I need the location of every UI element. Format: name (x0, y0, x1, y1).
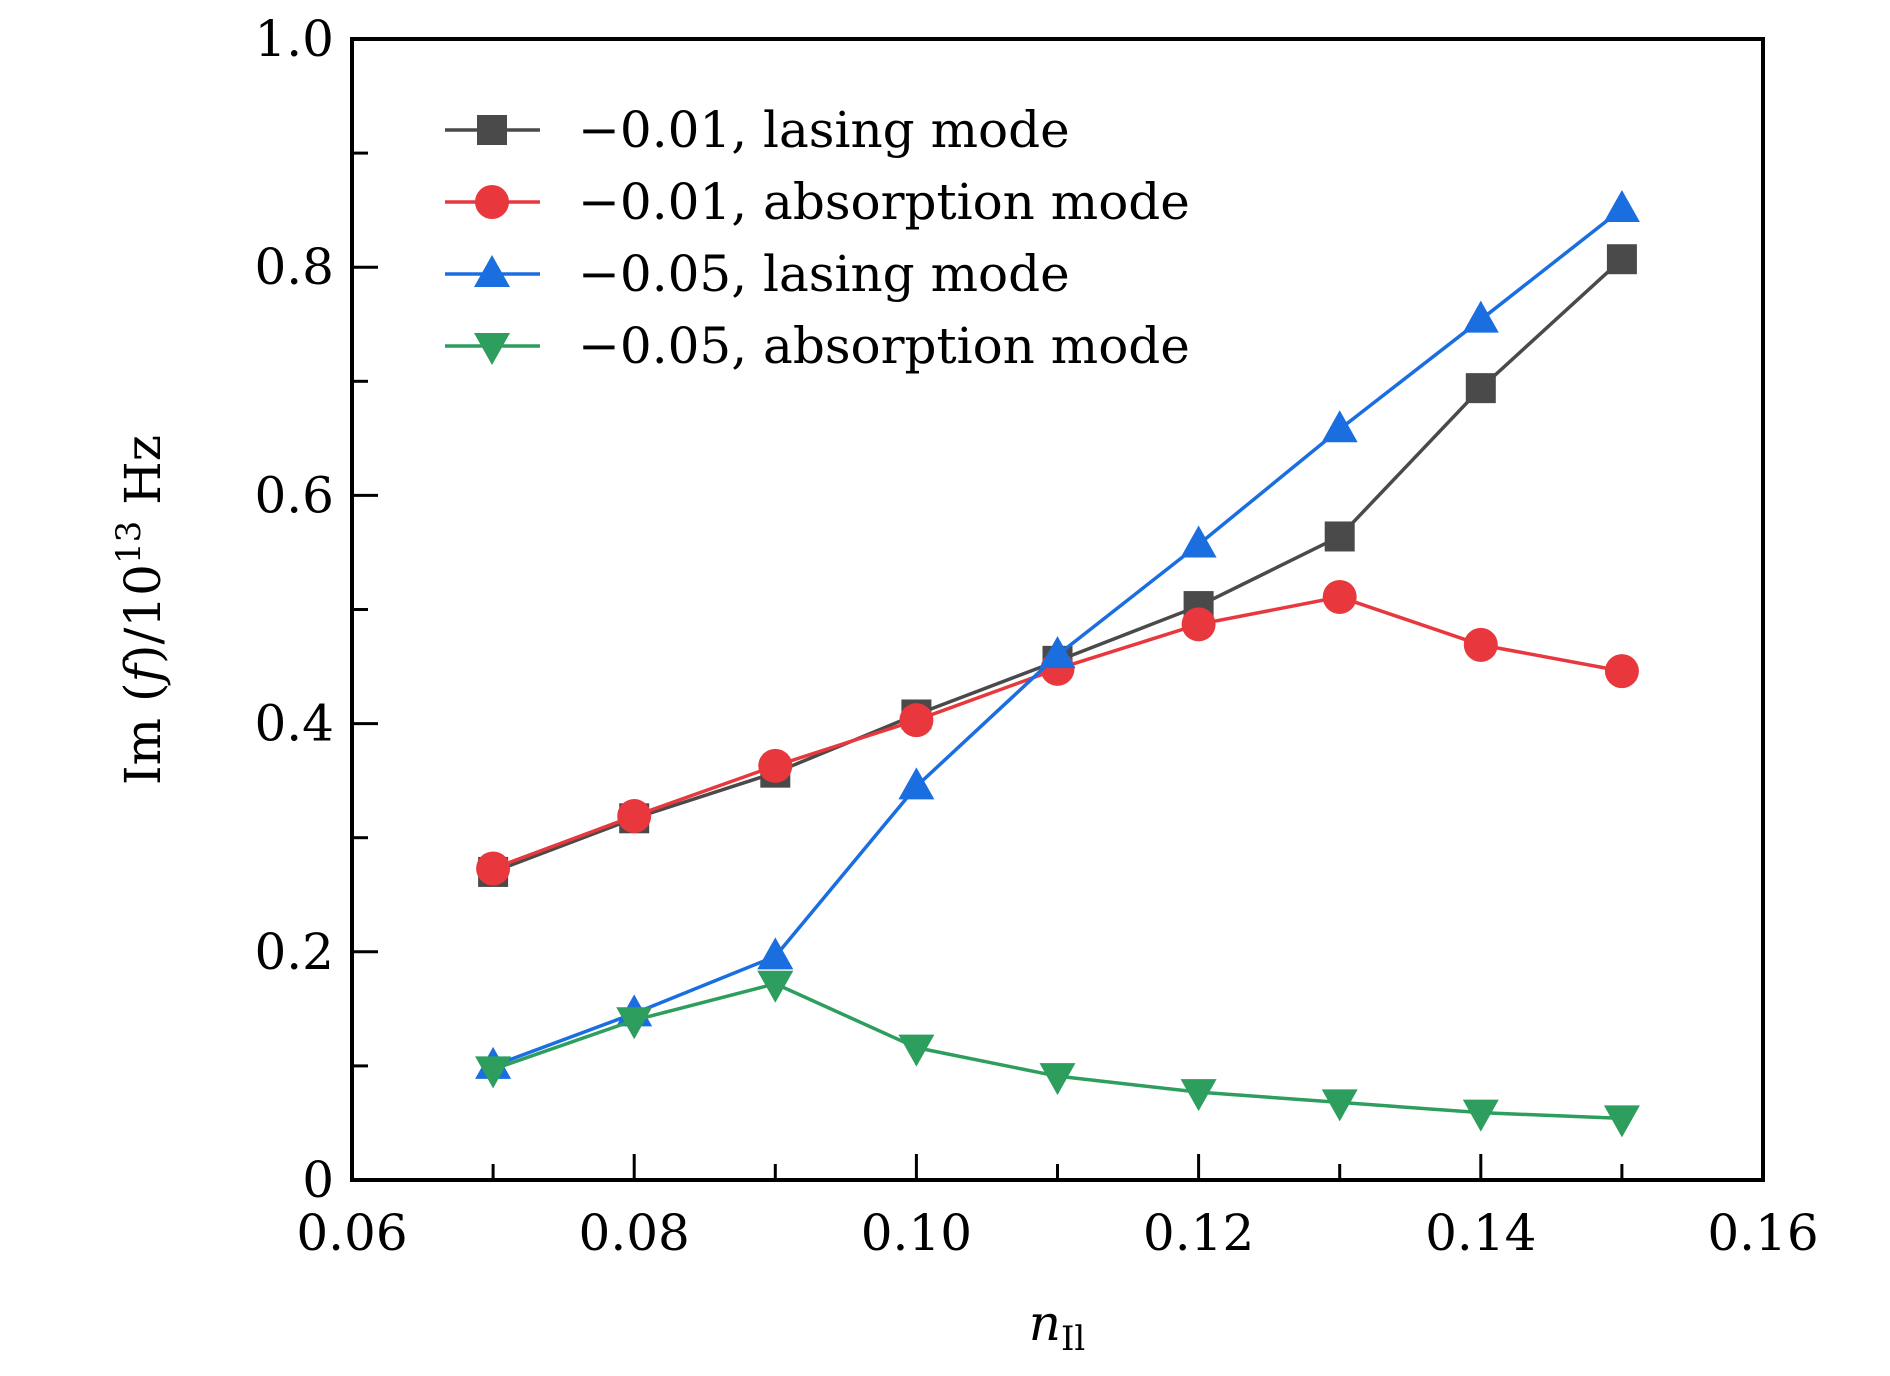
x-label-sub: Il (1061, 1319, 1085, 1359)
y-label-suffix: Hz (114, 435, 172, 521)
y-tick-label: 0 (302, 1151, 334, 1209)
data-point (1603, 190, 1640, 223)
x-tick-label: 0.06 (296, 1204, 407, 1262)
data-point (475, 1056, 512, 1089)
data-point (1606, 244, 1637, 275)
y-tick-label: 0.8 (254, 238, 334, 296)
y-tick-label: 0.4 (254, 695, 334, 753)
series-2 (476, 579, 1639, 886)
data-point (1604, 654, 1639, 689)
legend-entry: −0.01, lasing mode (445, 101, 1070, 159)
legend: −0.01, lasing mode −0.01, absorption mode… (445, 101, 1190, 375)
legend-marker (474, 255, 510, 287)
data-point (617, 799, 652, 834)
data-point (616, 1007, 653, 1040)
legend-label: −0.01, lasing mode (578, 101, 1070, 159)
y-tick-label: 0.2 (254, 923, 334, 981)
legend-entry: −0.05, absorption mode (445, 317, 1190, 375)
legend-entry: −0.05, lasing mode (445, 245, 1070, 303)
series-line (492, 981, 1622, 1121)
data-point (1603, 1105, 1640, 1138)
data-point (1321, 1089, 1358, 1122)
legend-marker (474, 333, 510, 365)
series-layer (475, 190, 1640, 1138)
y-tick-label: 1.0 (254, 10, 334, 68)
data-point (758, 748, 793, 783)
data-point (1463, 627, 1498, 662)
x-tick-label: 0.12 (1143, 1204, 1254, 1262)
data-point (1039, 1063, 1076, 1096)
data-point (1462, 1099, 1499, 1132)
legend-marker (477, 115, 507, 145)
plot-frame (350, 37, 1765, 1182)
x-axis-label: nIl (1029, 1294, 1086, 1359)
data-point (1462, 300, 1499, 333)
y-label-sup: 13 (109, 521, 149, 564)
data-point (898, 767, 935, 800)
data-point (1321, 410, 1358, 443)
legend-marker (475, 185, 509, 219)
legend-label: −0.05, lasing mode (578, 245, 1070, 303)
data-point (476, 851, 511, 886)
y-tick-label: 0.6 (254, 466, 334, 524)
legend-label: −0.01, absorption mode (578, 173, 1190, 231)
x-tick-label: 0.08 (579, 1204, 690, 1262)
x-label-main: n (1029, 1294, 1061, 1352)
data-point (1180, 1079, 1217, 1112)
data-point (1324, 521, 1355, 552)
y-label-prefix: Im ( (114, 683, 172, 786)
data-point (1039, 636, 1076, 669)
data-point (757, 937, 794, 970)
data-point (1322, 579, 1357, 614)
y-axis-label: Im (f)/1013 Hz (109, 435, 172, 785)
data-point (1180, 525, 1217, 558)
legend-entry: −0.01, absorption mode (445, 173, 1190, 231)
series-4 (475, 970, 1640, 1138)
x-tick-label: 0.10 (861, 1204, 972, 1262)
data-point (898, 1034, 935, 1067)
data-point (899, 703, 934, 738)
legend-label: −0.05, absorption mode (578, 317, 1190, 375)
data-point (1465, 373, 1496, 404)
data-point (1181, 607, 1216, 642)
x-tick-label: 0.14 (1425, 1204, 1536, 1262)
x-tick-label: 0.16 (1707, 1204, 1818, 1262)
data-point (757, 970, 794, 1003)
y-label-mid: )/10 (114, 564, 172, 664)
axis-ticks: 0.06 0.08 0.10 0.12 0.14 0.16 0 0.2 0.4 0.6 0.8 1.0 (254, 10, 1818, 1262)
